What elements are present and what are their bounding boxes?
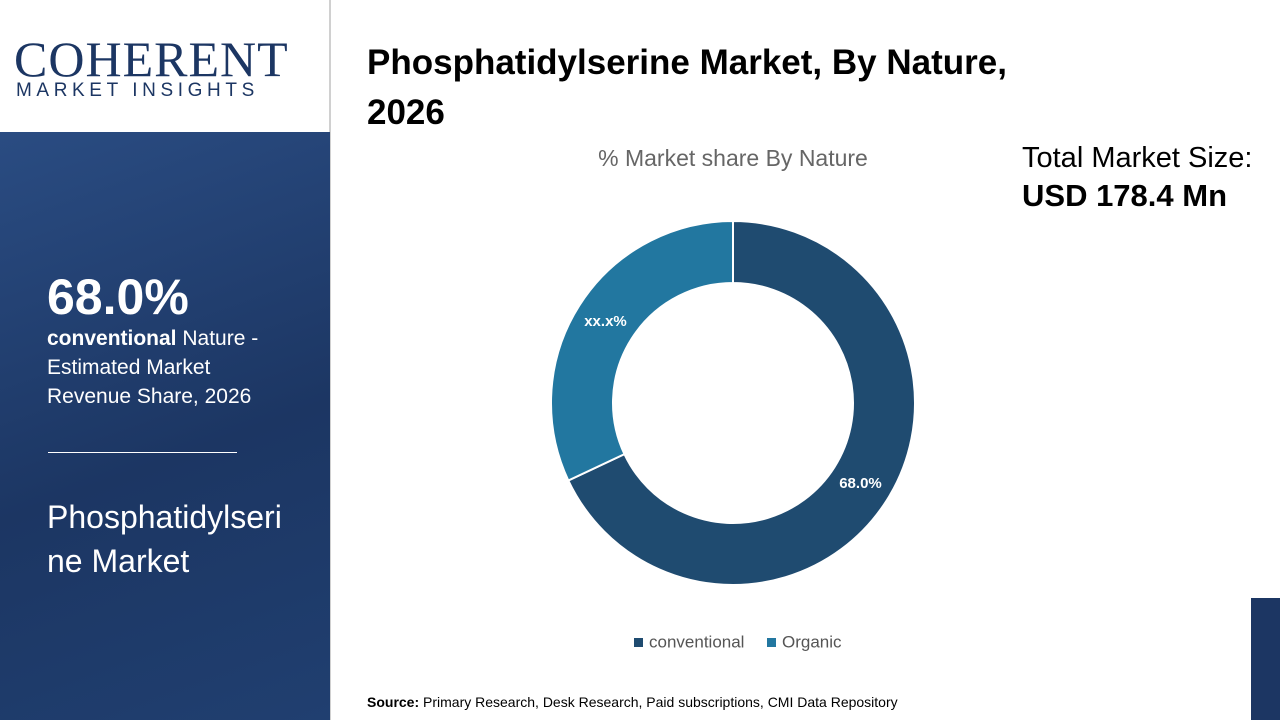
rule (48, 452, 237, 453)
legend-label: Organic (782, 632, 842, 651)
legend-swatch (634, 638, 643, 647)
logo-tagline: MARKET INSIGHTS (16, 80, 259, 101)
chart-subtitle: % Market share By Nature (598, 145, 868, 171)
source: Source: Primary Research, Desk Research,… (367, 694, 898, 710)
logo: COHERENT MARKET INSIGHTS (0, 0, 330, 132)
total-value: USD 178.4 Mn (1022, 178, 1228, 213)
logo-name: COHERENT (14, 31, 289, 87)
market-name: Phosphatidylserine Market (47, 499, 282, 579)
segment: conventional (47, 327, 177, 350)
chart-title: Phosphatidylserine Market, By Nature, 20… (367, 43, 1007, 132)
source-text: Primary Research, Desk Research, Paid su… (419, 694, 898, 710)
donut-slice (550, 219, 734, 482)
donut-slice (566, 219, 916, 586)
total-label: Total Market Size: (1022, 142, 1253, 174)
sidebar: 68.0% conventional Nature - Estimated Ma… (0, 132, 330, 720)
value-label: 68.0% (839, 475, 882, 492)
value-label: xx.x% (584, 313, 627, 330)
corner-block (1251, 598, 1280, 720)
description: Nature - Estimated Market Revenue Share,… (47, 327, 259, 408)
legend-swatch (767, 638, 776, 647)
highlight-text: conventional Nature - Estimated Market R… (47, 324, 287, 411)
divider (329, 0, 331, 720)
legend-label: conventional (649, 632, 744, 651)
highlight-value: 68.0% (47, 269, 189, 325)
source-label: Source: (367, 694, 420, 710)
